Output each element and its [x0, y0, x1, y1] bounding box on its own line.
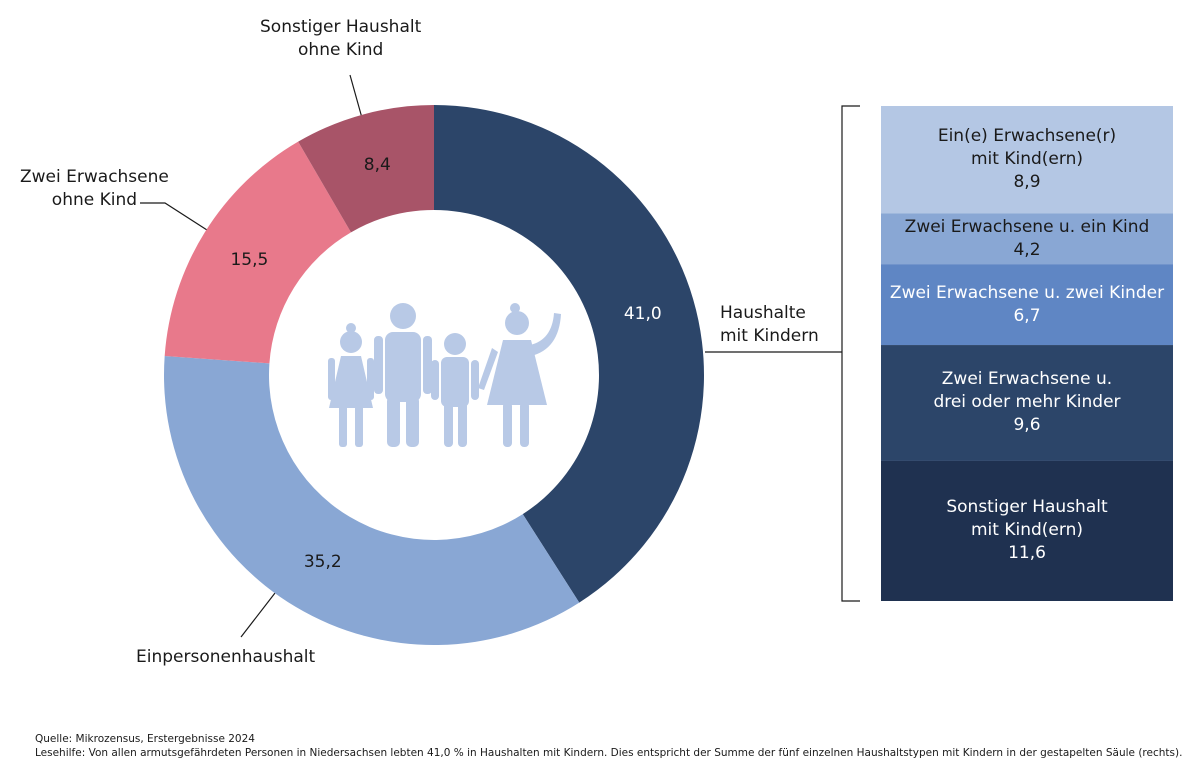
value-label: 11,6 [1008, 543, 1046, 564]
value-label: 41,0 [624, 304, 662, 324]
value-label: 9,6 [1013, 415, 1041, 436]
leader-lines [140, 74, 860, 638]
reading-note: Lesehilfe: Von allen armutsgefährdeten P… [35, 747, 1183, 759]
segment-box: Sonstiger Haushalt mit Kind(ern) 11,6 [881, 461, 1173, 601]
category-label: Einpersonenhaushalt [136, 647, 316, 667]
bar-segment [881, 213, 1173, 265]
category-label: Sonstiger Haushalt ohne Kind [260, 17, 422, 60]
bar-segment [881, 460, 1173, 601]
donut-slice [298, 105, 434, 233]
series-name: Zwei Erwachsene u. zwei Kinder [889, 282, 1165, 303]
donut-slice [164, 355, 580, 645]
value-label: 35,2 [304, 552, 342, 572]
value-label: 8,4 [364, 155, 391, 175]
bar-segment [881, 264, 1173, 346]
value-label: 15,5 [230, 250, 268, 270]
value-label: 6,7 [1013, 305, 1041, 326]
segment-box: Zwei Erwachsene u. drei oder mehr Kinder… [881, 345, 1173, 461]
series-name: Zwei Erwachsene u. ein Kind [904, 216, 1150, 237]
segment-box: Ein(e) Erwachsene(r) mit Kind(ern) 8,9 [881, 106, 1173, 213]
leader-line [140, 202, 208, 231]
series-name: Sonstiger Haushalt mit Kind(ern) [946, 497, 1108, 541]
segment-box: Zwei Erwachsene u. zwei Kinder 6,7 [881, 264, 1173, 345]
segment-box: Zwei Erwachsene u. ein Kind 4,2 [881, 213, 1173, 264]
series-name: Zwei Erwachsene u. drei oder mehr Kinder [933, 369, 1121, 413]
bar-segment [881, 345, 1173, 461]
leader-line [349, 74, 363, 119]
bracket [841, 105, 860, 602]
category-label: Haushalte mit Kindern [720, 303, 819, 346]
source-note: Quelle: Mikrozensus, Erstergebnisse 2024 [35, 733, 255, 745]
donut-slice [164, 141, 351, 364]
value-label: 4,2 [1013, 239, 1041, 260]
category-label: Zwei Erwachsene ohne Kind [20, 167, 169, 210]
donut-slice [434, 105, 704, 603]
bar-segment [881, 106, 1173, 214]
leader-line [240, 592, 276, 638]
value-label: 8,9 [1013, 172, 1041, 193]
series-name: Ein(e) Erwachsene(r) mit Kind(ern) [937, 126, 1117, 170]
family-icon [328, 303, 561, 447]
